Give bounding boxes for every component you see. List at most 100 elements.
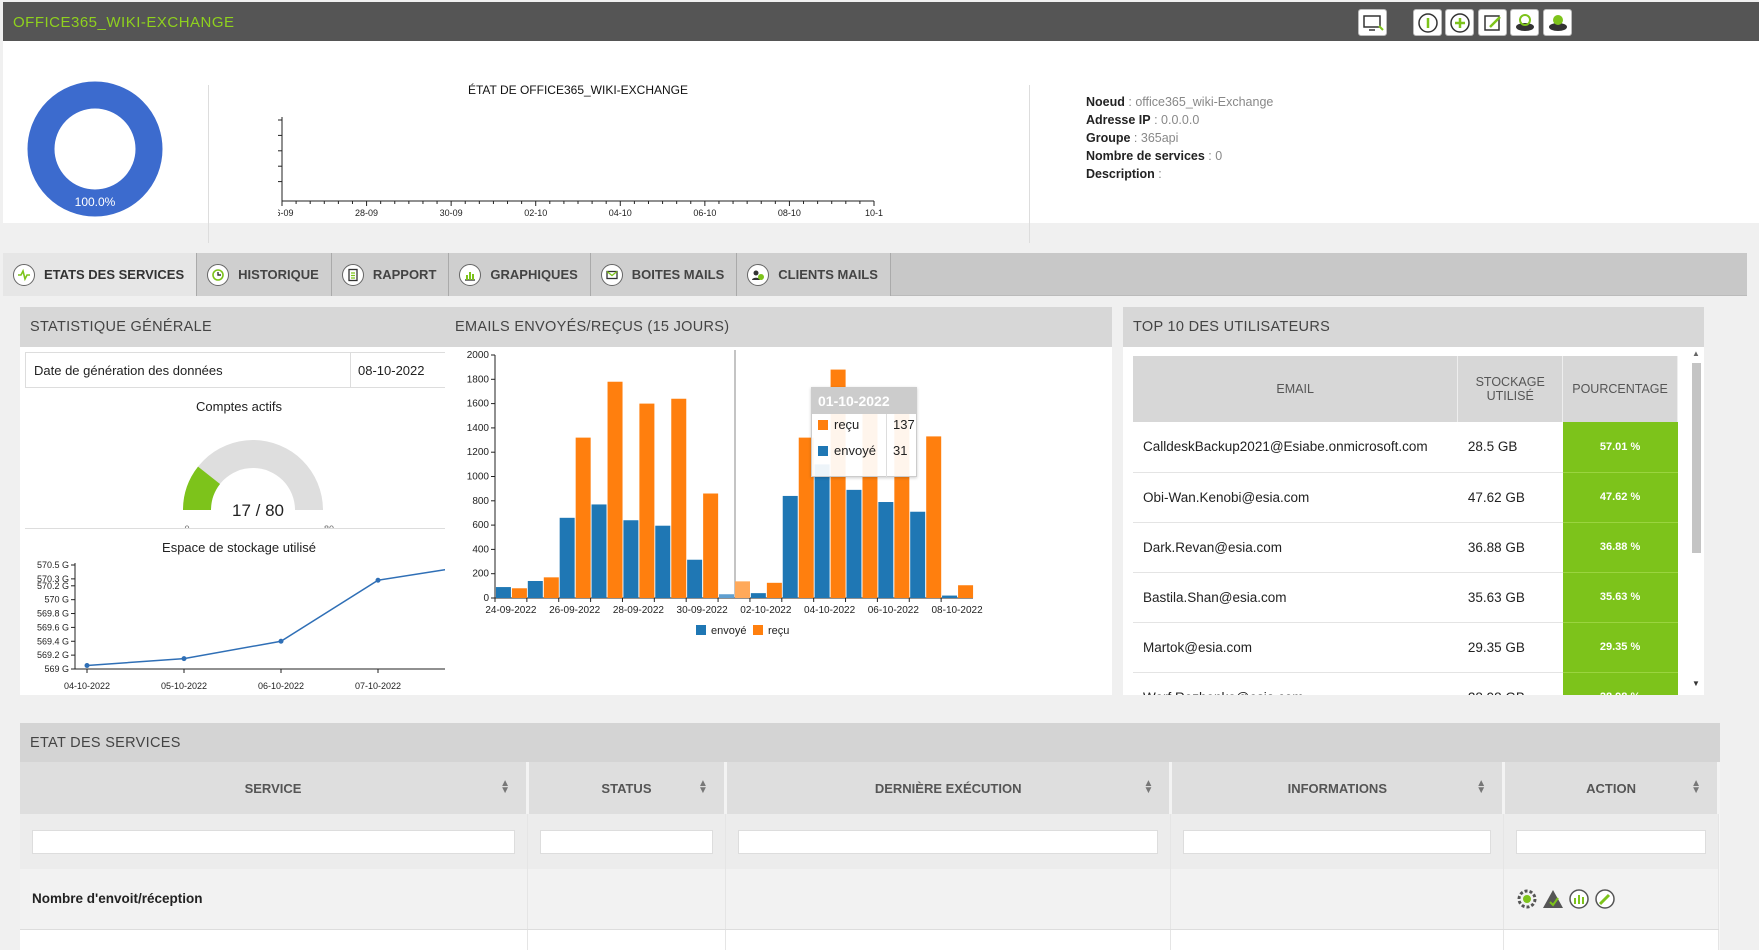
- col-percentage: POURCENTAGE: [1562, 356, 1678, 422]
- sort-icon[interactable]: ▲ ▼: [1476, 778, 1487, 796]
- x-tick-label: 06-10: [693, 208, 716, 218]
- tab-boites-mails[interactable]: BOITES MAILS: [590, 253, 738, 296]
- bar-recu: [639, 403, 655, 598]
- settings-icon[interactable]: [1543, 9, 1572, 36]
- y-tick-label: 400: [472, 544, 489, 555]
- add-icon[interactable]: [1445, 9, 1474, 36]
- bar-recu: [958, 585, 974, 598]
- col-action[interactable]: ACTION ▲ ▼: [1503, 762, 1720, 814]
- x-tick-label: 28-09: [355, 208, 378, 218]
- tooltip-recu-value: 137: [893, 417, 915, 432]
- scroll-down-icon[interactable]: ▼: [1692, 679, 1700, 688]
- bar-chart-icon: [459, 263, 482, 286]
- storage-line-chart: 569 G 569.2 G 569.4 G 569.6 G 569.8 G 570 G 57…: [37, 560, 490, 691]
- x-tick-label: 24-09-2022: [485, 605, 537, 616]
- gauge-min: 0: [184, 524, 189, 529]
- screen-add-icon[interactable]: [1358, 9, 1387, 36]
- x-tick-label: 04-10-2022: [804, 605, 856, 616]
- y-tick-label: 1400: [467, 423, 490, 434]
- row-cell: [20, 929, 529, 950]
- row-cell: [1170, 929, 1505, 950]
- clock-icon: [207, 263, 230, 286]
- filter-informations-input[interactable]: [1183, 829, 1492, 854]
- node-ip-label: Adresse IP: [1086, 113, 1151, 127]
- col-last-execution-label: DERNIÈRE EXÉCUTION: [874, 780, 1022, 796]
- tab-bar: ETATS DES SERVICES HISTORIQUE RAPPORT GR…: [3, 253, 1747, 296]
- user-storage: 29.35 GB: [1457, 622, 1563, 673]
- bar-recu: [703, 493, 719, 598]
- gear-icon[interactable]: [1516, 888, 1538, 910]
- user-percentage: 28.98 %: [1562, 672, 1678, 695]
- user-percentage: 57.01 %: [1562, 422, 1678, 473]
- cell-divider: [350, 353, 351, 387]
- y-tick-label: 570.2 G: [37, 581, 69, 591]
- y-tick-label: 1200: [467, 447, 490, 458]
- gauge-value-text: 17 / 80: [232, 501, 284, 520]
- generation-date-value: 08-10-2022: [358, 363, 425, 378]
- filter-status-input[interactable]: [540, 829, 713, 854]
- user-percentage: 29.35 %: [1562, 622, 1678, 673]
- scroll-up-icon[interactable]: ▲: [1692, 349, 1700, 358]
- tooltip-envoye-label: envoyé: [834, 443, 876, 458]
- service-status: [527, 869, 726, 930]
- filter-cell: [1170, 814, 1505, 869]
- node-services-label: Nombre de services: [1086, 149, 1205, 163]
- sort-icon[interactable]: ▲ ▼: [500, 778, 511, 796]
- x-tick-label: 04-10-2022: [64, 681, 110, 691]
- col-service-label: SERVICE: [244, 780, 302, 796]
- filter-last-execution-input[interactable]: [737, 829, 1159, 854]
- tooltip-recu-swatch: [818, 420, 828, 430]
- chart-icon[interactable]: [1568, 888, 1590, 910]
- tab-graphiques[interactable]: GRAPHIQUES: [449, 253, 591, 296]
- gauge-title: Comptes actifs: [196, 399, 282, 414]
- sort-icon[interactable]: ▲ ▼: [697, 778, 708, 796]
- stats-panel-title: STATISTIQUE GÉNÉRALE: [20, 307, 458, 347]
- col-informations[interactable]: INFORMATIONS ▲ ▼: [1170, 762, 1506, 814]
- sort-icon[interactable]: ▲ ▼: [1143, 778, 1154, 796]
- col-last-execution[interactable]: DERNIÈRE EXÉCUTION ▲ ▼: [725, 762, 1173, 814]
- filter-service-input[interactable]: [32, 829, 516, 854]
- scrollbar[interactable]: ▲ ▼: [1690, 349, 1702, 689]
- x-tick-label: 10-1: [865, 208, 883, 218]
- info-icon[interactable]: [1413, 9, 1442, 36]
- col-storage: STOCKAGE UTILISÉ: [1457, 356, 1564, 422]
- generation-date-row: Date de génération des données 08-10-202…: [25, 352, 453, 388]
- storage-point: [181, 656, 187, 662]
- x-tick-label: 05-10-2022: [161, 681, 207, 691]
- legend-swatch: [696, 625, 706, 635]
- tab-rapport[interactable]: RAPPORT: [331, 253, 450, 296]
- user-email: Bastila.Shan@esia.com: [1133, 572, 1458, 623]
- remove-icon[interactable]: [1510, 9, 1539, 36]
- bar-envoye: [910, 511, 926, 598]
- tooltip-envoye-value: 31: [893, 443, 908, 458]
- tab-historique[interactable]: HISTORIQUE: [197, 253, 332, 296]
- bar-recu: [766, 582, 782, 598]
- filter-action-input[interactable]: [1516, 829, 1706, 854]
- tab-etats-des-services[interactable]: ETATS DES SERVICES: [3, 253, 198, 296]
- warning-icon[interactable]: [1542, 888, 1564, 910]
- bar-envoye: [878, 502, 894, 598]
- report-icon: [341, 263, 364, 286]
- col-service[interactable]: SERVICE ▲ ▼: [20, 762, 530, 814]
- legend-label: reçu: [768, 625, 789, 637]
- active-accounts-gauge: 17 / 80 0 80: [183, 440, 334, 529]
- x-tick-label: 30-09-2022: [677, 605, 729, 616]
- bar-recu: [926, 436, 942, 598]
- separator: [208, 85, 209, 243]
- user-storage: 28.98 GB: [1457, 672, 1563, 695]
- col-status[interactable]: STATUS ▲ ▼: [527, 762, 727, 814]
- tab-clients-mails[interactable]: CLIENTS MAILS: [737, 253, 891, 296]
- tab-label: BOITES MAILS: [631, 267, 725, 282]
- scrollbar-thumb[interactable]: [1692, 363, 1701, 553]
- filter-cell: [527, 814, 726, 869]
- heartbeat-icon: [13, 263, 35, 286]
- user-email: Martok@esia.com: [1133, 622, 1458, 673]
- emails-bar-chart: 0 200 400 600 800 1000 1200 1400 1600 1800 2000 24-…: [467, 350, 983, 637]
- edit-icon[interactable]: [1594, 888, 1616, 910]
- donut-ring: [27, 81, 163, 217]
- node-desc-label: Description: [1086, 167, 1155, 181]
- availability-donut: 100.0%: [27, 81, 163, 222]
- sort-icon[interactable]: ▲ ▼: [1691, 778, 1701, 796]
- edit-icon[interactable]: [1478, 9, 1507, 36]
- bar-envoye: [495, 587, 511, 598]
